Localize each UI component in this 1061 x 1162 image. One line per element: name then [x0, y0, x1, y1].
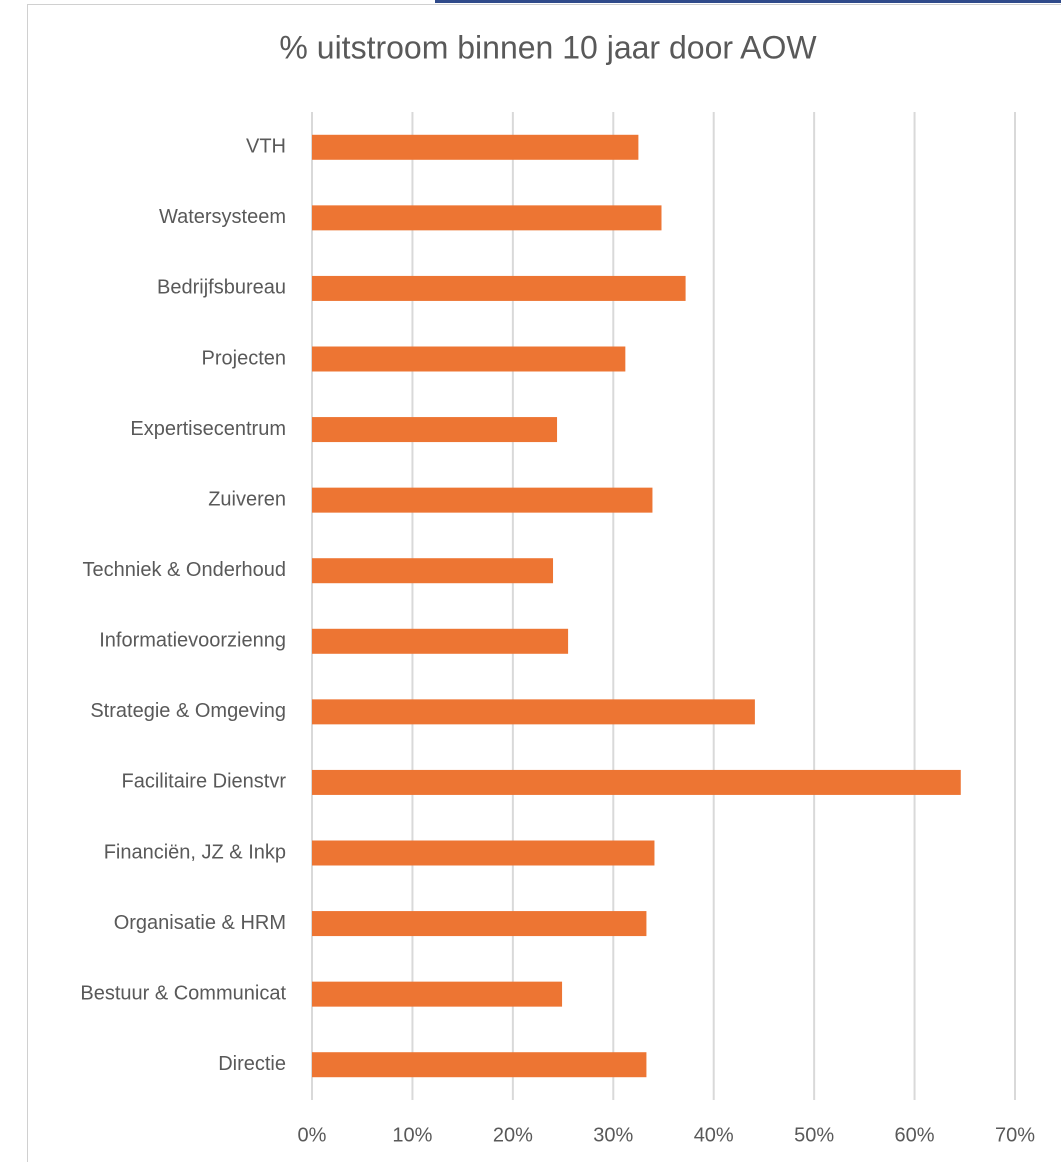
chart-title: % uitstroom binnen 10 jaar door AOW [279, 29, 817, 65]
x-tick-label: 10% [392, 1124, 432, 1146]
y-tick-label: Organisatie & HRM [114, 912, 286, 934]
bar [312, 487, 653, 513]
y-tick-label: Bedrijfsbureau [157, 277, 286, 299]
bar [312, 699, 755, 725]
y-tick-label: Directie [218, 1053, 286, 1075]
x-tick-label: 60% [895, 1124, 935, 1146]
bar [312, 981, 563, 1007]
x-tick-label: 40% [694, 1124, 734, 1146]
x-tick-label: 0% [298, 1124, 327, 1146]
bar [312, 417, 558, 443]
y-tick-label: Facilitaire Dienstvr [122, 771, 287, 793]
x-tick-label: 70% [995, 1124, 1035, 1146]
x-tick-label: 20% [493, 1124, 533, 1146]
bar [312, 558, 554, 584]
y-tick-label: Expertisecentrum [130, 418, 286, 440]
bar [312, 275, 686, 301]
y-tick-label: Techniek & Onderhoud [83, 559, 286, 581]
x-tick-label: 30% [593, 1124, 633, 1146]
bar [312, 346, 626, 372]
bar [312, 769, 961, 795]
y-tick-label: Watersysteem [159, 206, 286, 228]
bar [312, 1052, 647, 1078]
bar [312, 134, 639, 160]
y-tick-label: Bestuur & Communicat [80, 982, 286, 1004]
bar [312, 911, 647, 937]
x-tick-label: 50% [794, 1124, 834, 1146]
y-tick-label: Strategie & Omgeving [90, 700, 286, 722]
bar [312, 840, 655, 866]
y-tick-label: Financiën, JZ & Inkp [104, 841, 286, 863]
y-tick-label: Zuiveren [208, 488, 286, 510]
bar [312, 628, 569, 654]
y-tick-label: VTH [246, 136, 286, 158]
bar [312, 205, 662, 231]
chart-frame [27, 4, 1061, 1162]
y-tick-label: Informatievoorzienng [99, 630, 286, 652]
y-tick-label: Projecten [202, 347, 287, 369]
